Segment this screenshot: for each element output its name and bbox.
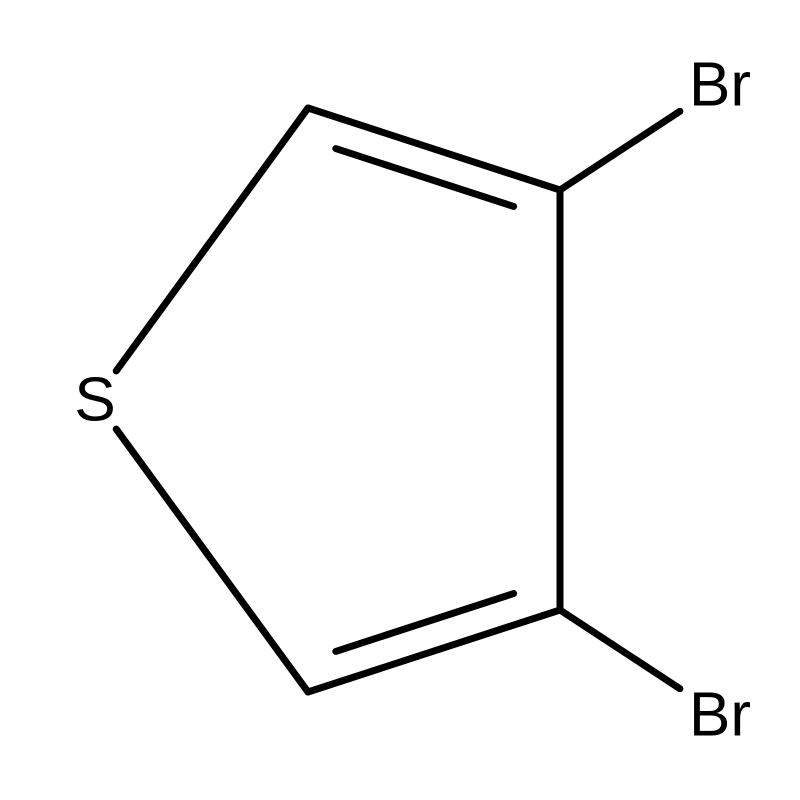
atom-label-br: Br [689, 681, 751, 750]
molecule-diagram: S Br Br [0, 0, 800, 800]
atom-label-br: Br [689, 51, 751, 120]
bond [560, 111, 680, 190]
bond [116, 429, 308, 692]
bond [560, 610, 680, 689]
bond-inner [336, 594, 514, 652]
bond [116, 108, 308, 371]
bond-inner [336, 149, 514, 207]
atom-label-s: S [74, 366, 115, 435]
